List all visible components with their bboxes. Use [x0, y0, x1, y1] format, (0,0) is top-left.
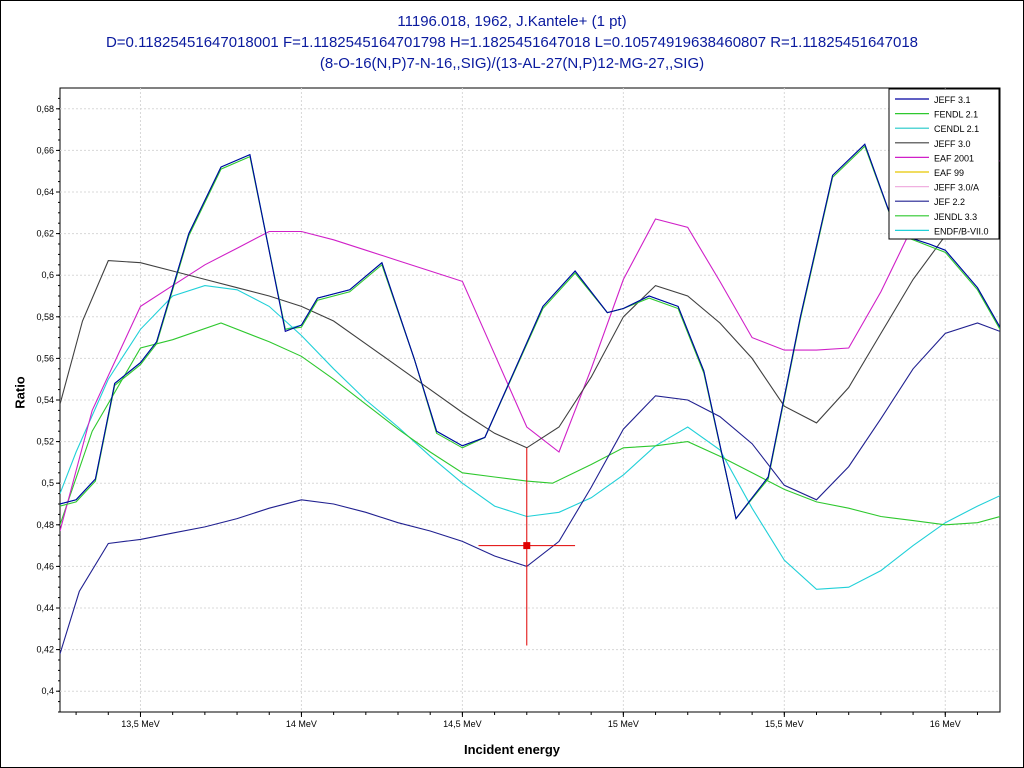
- legend-label-eaf-99: EAF 99: [934, 168, 964, 178]
- y-axis-label: Ratio: [12, 376, 28, 409]
- y-tick-label: 0,54: [36, 395, 54, 405]
- y-tick-label: 0,4: [41, 686, 54, 696]
- x-tick-label: 15 MeV: [608, 719, 639, 729]
- legend-label-jeff-3-0-a: JEFF 3.0/A: [934, 183, 979, 193]
- legend-label-cendl-2-1: CENDL 2.1: [934, 124, 979, 134]
- series-line-jeff-3-1: [60, 143, 1000, 520]
- legend-label-jendl-3-3: JENDL 3.3: [934, 212, 977, 222]
- legend-label-jeff-3-0: JEFF 3.0: [934, 139, 971, 149]
- chart-title-line-3: (8-O-16(N,P)7-N-16,,SIG)/(13-AL-27(N,P)1…: [319, 55, 705, 72]
- y-tick-label: 0,66: [36, 145, 54, 155]
- legend-label-fendl-2-1: FENDL 2.1: [934, 110, 978, 120]
- x-axis-label: Incident energy: [463, 742, 561, 757]
- y-tick-label: 0,5: [41, 478, 54, 488]
- y-tick-label: 0,48: [36, 520, 54, 530]
- chart-title-line-2: D=0.11825451647018001 F=1.11825451647017…: [105, 34, 919, 51]
- y-tick-label: 0,46: [36, 561, 54, 571]
- x-tick-label: 14 MeV: [286, 719, 317, 729]
- y-tick-label: 0,42: [36, 645, 54, 655]
- y-tick-label: 0,58: [36, 312, 54, 322]
- x-tick-label: 15,5 MeV: [765, 719, 804, 729]
- y-tick-label: 0,62: [36, 229, 54, 239]
- y-tick-label: 0,52: [36, 437, 54, 447]
- chart-title-line-1: 11196.018, 1962, J.Kantele+ (1 pt): [397, 13, 627, 30]
- legend-label-jef-2-2: JEF 2.2: [934, 197, 965, 207]
- x-tick-label: 13,5 MeV: [121, 719, 160, 729]
- y-tick-label: 0,56: [36, 353, 54, 363]
- legend-label-jeff-3-1: JEFF 3.1: [934, 95, 971, 105]
- y-tick-label: 0,44: [36, 603, 54, 613]
- y-tick-label: 0,64: [36, 187, 54, 197]
- legend-label-endf-b-vii-0: ENDF/B-VII.0: [934, 226, 989, 236]
- legend-label-eaf-2001: EAF 2001: [934, 153, 974, 163]
- y-tick-label: 0,68: [36, 104, 54, 114]
- data-point: [523, 542, 531, 550]
- series-line-jendl-3-3: [60, 322, 1000, 526]
- x-tick-label: 14,5 MeV: [443, 719, 482, 729]
- series-line-eaf-2001: [60, 160, 1000, 532]
- series-line-jeff-3-0: [60, 195, 1000, 449]
- y-tick-label: 0,6: [41, 270, 54, 280]
- x-tick-label: 16 MeV: [930, 719, 961, 729]
